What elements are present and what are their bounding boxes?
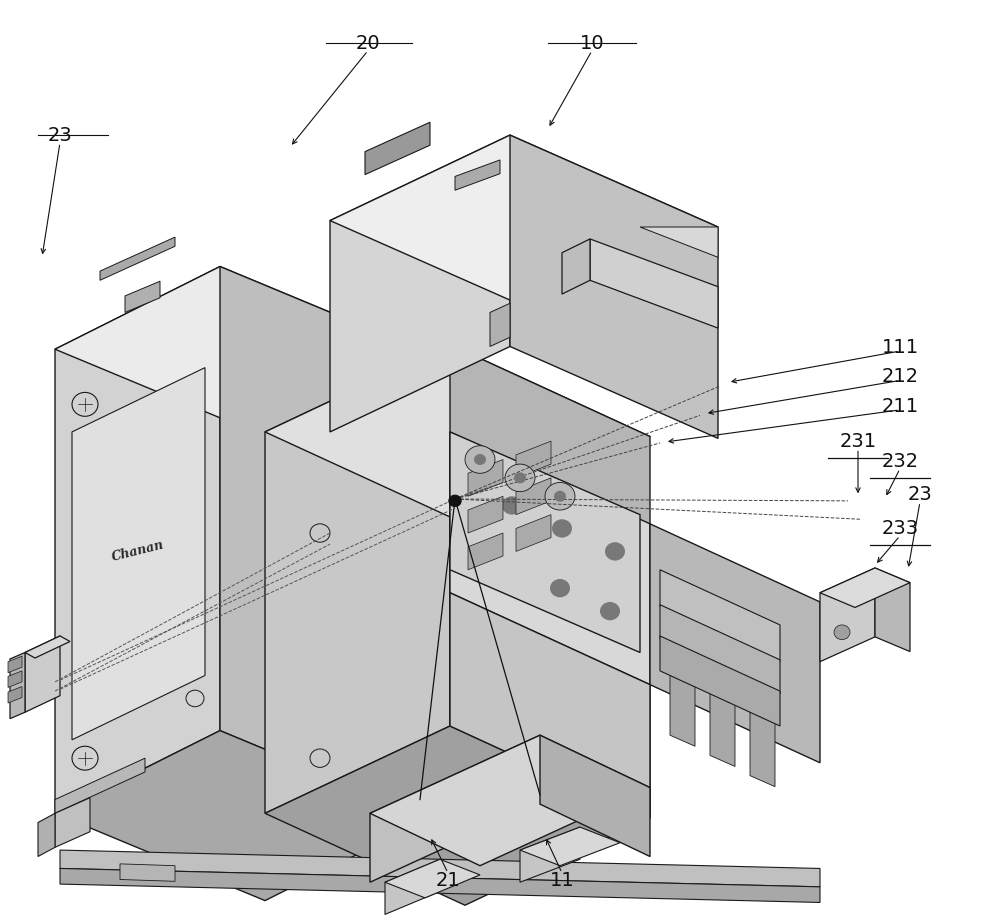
Text: 233: 233 xyxy=(881,519,919,538)
Circle shape xyxy=(502,496,522,515)
Polygon shape xyxy=(60,850,820,887)
Polygon shape xyxy=(516,441,551,478)
Polygon shape xyxy=(10,652,25,719)
Polygon shape xyxy=(55,798,90,847)
Polygon shape xyxy=(590,239,718,328)
Text: 212: 212 xyxy=(881,368,919,386)
Polygon shape xyxy=(450,432,650,685)
Polygon shape xyxy=(25,636,60,712)
Polygon shape xyxy=(220,267,430,818)
Polygon shape xyxy=(55,758,145,813)
Polygon shape xyxy=(265,345,450,813)
Polygon shape xyxy=(520,827,580,882)
Polygon shape xyxy=(468,533,503,570)
Polygon shape xyxy=(8,686,22,703)
Text: 21: 21 xyxy=(436,871,460,890)
Circle shape xyxy=(540,508,584,549)
Polygon shape xyxy=(370,735,540,882)
Polygon shape xyxy=(370,735,650,866)
Circle shape xyxy=(490,485,534,526)
Polygon shape xyxy=(60,868,820,902)
Polygon shape xyxy=(55,267,430,437)
Circle shape xyxy=(593,531,637,572)
Text: 10: 10 xyxy=(580,34,604,52)
Polygon shape xyxy=(125,281,160,312)
Text: Chanan: Chanan xyxy=(110,539,166,564)
Polygon shape xyxy=(450,432,640,652)
Polygon shape xyxy=(710,636,735,766)
Polygon shape xyxy=(72,368,205,740)
Polygon shape xyxy=(265,345,650,524)
Polygon shape xyxy=(490,303,510,346)
Polygon shape xyxy=(640,227,718,257)
Polygon shape xyxy=(8,656,22,673)
Polygon shape xyxy=(820,568,875,662)
Polygon shape xyxy=(750,656,775,787)
Circle shape xyxy=(514,472,526,483)
Circle shape xyxy=(554,491,566,502)
Polygon shape xyxy=(516,515,551,551)
Polygon shape xyxy=(455,160,500,190)
Polygon shape xyxy=(468,496,503,533)
Polygon shape xyxy=(25,636,70,658)
Circle shape xyxy=(550,579,570,597)
Text: 211: 211 xyxy=(881,397,919,415)
Polygon shape xyxy=(875,568,910,652)
Text: 111: 111 xyxy=(881,338,919,357)
Polygon shape xyxy=(365,122,430,175)
Circle shape xyxy=(505,464,535,492)
Polygon shape xyxy=(670,616,695,746)
Polygon shape xyxy=(516,478,551,515)
Polygon shape xyxy=(330,135,718,312)
Polygon shape xyxy=(265,726,650,905)
Circle shape xyxy=(538,568,582,608)
Polygon shape xyxy=(8,671,22,687)
Text: 20: 20 xyxy=(356,34,380,52)
Polygon shape xyxy=(540,735,650,857)
Polygon shape xyxy=(55,267,220,813)
Polygon shape xyxy=(385,859,480,898)
Polygon shape xyxy=(468,460,503,496)
Text: 232: 232 xyxy=(881,452,919,471)
Text: 11: 11 xyxy=(550,871,574,890)
Circle shape xyxy=(552,519,572,538)
Circle shape xyxy=(449,495,461,506)
Polygon shape xyxy=(510,135,718,438)
Circle shape xyxy=(545,482,575,510)
Text: 231: 231 xyxy=(839,432,877,450)
Circle shape xyxy=(605,542,625,561)
Circle shape xyxy=(465,446,495,473)
Text: 23: 23 xyxy=(48,126,72,144)
Polygon shape xyxy=(450,345,650,818)
Polygon shape xyxy=(55,731,430,901)
Polygon shape xyxy=(120,864,175,881)
Polygon shape xyxy=(450,593,650,818)
Polygon shape xyxy=(38,813,55,857)
Polygon shape xyxy=(100,237,175,280)
Polygon shape xyxy=(660,605,780,694)
Text: 23: 23 xyxy=(908,485,932,504)
Polygon shape xyxy=(562,239,590,294)
Polygon shape xyxy=(820,568,910,607)
Circle shape xyxy=(474,454,486,465)
Polygon shape xyxy=(660,636,780,726)
Circle shape xyxy=(588,591,632,631)
Polygon shape xyxy=(520,827,620,866)
Circle shape xyxy=(600,602,620,620)
Polygon shape xyxy=(330,135,510,432)
Polygon shape xyxy=(660,570,780,662)
Polygon shape xyxy=(385,859,440,914)
Circle shape xyxy=(834,625,850,640)
Polygon shape xyxy=(650,524,820,763)
